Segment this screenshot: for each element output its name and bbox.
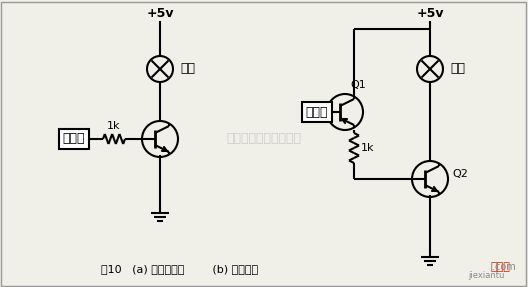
Text: 1k: 1k: [107, 121, 121, 131]
Text: 接线图: 接线图: [490, 262, 510, 272]
Text: 1k: 1k: [361, 143, 374, 153]
Text: 杭州将睿科技有限公司: 杭州将睿科技有限公司: [227, 133, 301, 146]
Text: 触发器: 触发器: [62, 133, 85, 146]
Text: .com: .com: [492, 262, 516, 272]
Text: jiexiantu: jiexiantu: [469, 272, 505, 280]
Text: Q1: Q1: [350, 80, 366, 90]
Text: 负载: 负载: [180, 63, 195, 75]
Text: +5v: +5v: [416, 7, 444, 20]
Text: Q2: Q2: [452, 169, 468, 179]
Text: 图10   (a) 基本电路图        (b) 改良电路: 图10 (a) 基本电路图 (b) 改良电路: [101, 264, 259, 274]
Text: 负载: 负载: [450, 63, 465, 75]
Text: 触发器: 触发器: [306, 106, 328, 119]
Text: +5v: +5v: [146, 7, 174, 20]
